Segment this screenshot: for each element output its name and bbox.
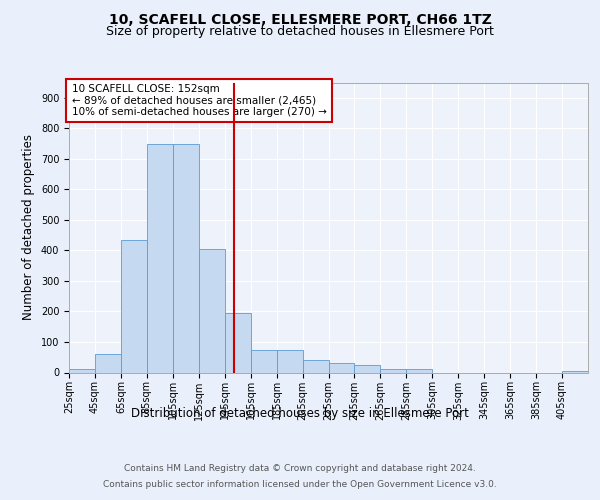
Bar <box>69 370 95 372</box>
Text: 10, SCAFELL CLOSE, ELLESMERE PORT, CH66 1TZ: 10, SCAFELL CLOSE, ELLESMERE PORT, CH66 … <box>109 12 491 26</box>
Bar <box>199 249 224 372</box>
Bar <box>147 144 173 372</box>
Bar <box>121 240 147 372</box>
Text: Contains HM Land Registry data © Crown copyright and database right 2024.: Contains HM Land Registry data © Crown c… <box>124 464 476 473</box>
Text: Distribution of detached houses by size in Ellesmere Port: Distribution of detached houses by size … <box>131 408 469 420</box>
Bar <box>173 144 199 372</box>
Bar <box>302 360 329 372</box>
Bar <box>406 370 432 372</box>
Bar <box>355 365 380 372</box>
Bar <box>562 371 588 372</box>
Text: Size of property relative to detached houses in Ellesmere Port: Size of property relative to detached ho… <box>106 25 494 38</box>
Bar <box>329 364 355 372</box>
Y-axis label: Number of detached properties: Number of detached properties <box>22 134 35 320</box>
Bar <box>380 370 406 372</box>
Bar <box>251 350 277 372</box>
Bar <box>95 354 121 372</box>
Bar <box>277 350 302 372</box>
Text: 10 SCAFELL CLOSE: 152sqm
← 89% of detached houses are smaller (2,465)
10% of sem: 10 SCAFELL CLOSE: 152sqm ← 89% of detach… <box>71 84 326 117</box>
Text: Contains public sector information licensed under the Open Government Licence v3: Contains public sector information licen… <box>103 480 497 489</box>
Bar <box>225 313 251 372</box>
